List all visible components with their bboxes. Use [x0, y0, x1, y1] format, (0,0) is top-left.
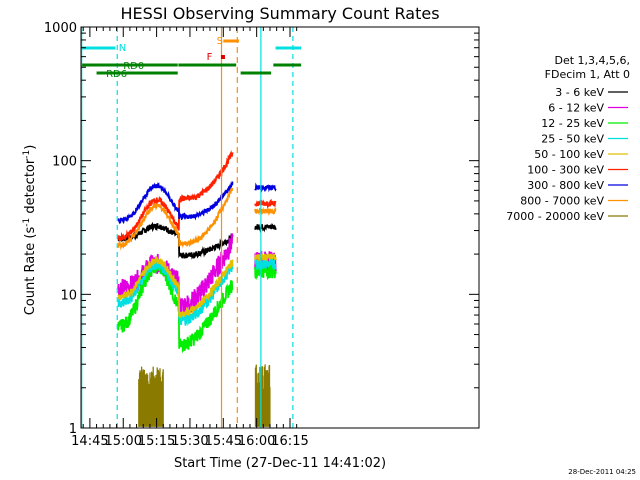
legend-label-0: 3 - 6 keV	[555, 86, 604, 99]
legend-label-4: 50 - 100 keV	[534, 148, 604, 161]
series-line-6-seg-1	[254, 182, 277, 194]
flag-label-f: F	[207, 52, 213, 63]
legend-label-6: 300 - 800 keV	[527, 179, 604, 192]
x-tick-label: 16:00	[238, 434, 275, 449]
axes: 1 10 100 1000 14:4515:0015:1515:3015:4516:00…	[44, 21, 480, 449]
legend-label-2: 12 - 25 keV	[541, 117, 604, 130]
y-tick-label: 1000	[44, 21, 77, 36]
flag-label-s: S	[217, 36, 223, 47]
series-line-5-seg-1	[254, 198, 277, 210]
legend-header-line-2: FDecim 1, Att 0	[545, 68, 630, 81]
y-tick-label: 10	[60, 288, 77, 303]
legend-label-1: 6 - 12 keV	[548, 102, 604, 115]
series-line-3-seg-0	[117, 258, 234, 327]
series-line-6-seg-0	[117, 180, 234, 225]
x-tick-label: 15:15	[138, 434, 175, 449]
series-bars-8-seg-1	[254, 364, 271, 427]
series-line-5-seg-0	[117, 149, 234, 242]
legend-header-line-1: Det 1,3,4,5,6,	[554, 54, 630, 67]
legend-label-5: 100 - 300 keV	[527, 164, 604, 177]
flag-label-rd0: RD0	[123, 61, 144, 72]
series-line-2-seg-0	[117, 258, 234, 354]
legend: Det 1,3,4,5,6, FDecim 1, Att 0 3 - 6 keV…	[506, 54, 630, 223]
series-line-0-seg-0	[117, 221, 234, 260]
x-tick-label: 15:00	[105, 434, 142, 449]
series-line-7-seg-1	[254, 206, 277, 217]
x-axis-label: Start Time (27-Dec-11 14:41:02)	[174, 456, 386, 471]
y-tick-label: 1	[69, 422, 77, 437]
y-axis-label: Count Rate (s-1 detector-1)	[22, 145, 38, 316]
flag-label-n: N	[119, 43, 126, 54]
y-axis-label-exp1: -1	[22, 218, 32, 227]
x-tick-label: 15:45	[205, 434, 242, 449]
legend-label-3: 25 - 50 keV	[541, 133, 604, 146]
series-line-0-seg-1	[254, 222, 277, 233]
x-tick-label: 15:30	[171, 434, 208, 449]
y-axis-label-part1: Count Rate (s	[23, 227, 38, 316]
legend-label-8: 7000 - 20000 keV	[506, 210, 604, 223]
footer-timestamp: 28-Dec-2011 04:25	[568, 468, 636, 476]
series-line-4-seg-0	[117, 256, 234, 319]
x-tick-label: 14:45	[71, 434, 108, 449]
series-line-4-seg-1	[254, 251, 277, 263]
plot-frame	[80, 26, 480, 429]
flag-marker-f	[220, 55, 225, 59]
series-line-7-seg-0	[117, 187, 234, 251]
y-axis-label-part2: detector	[23, 158, 38, 218]
y-tick-label: 100	[52, 155, 77, 170]
y-axis-label-exp2: -1	[22, 150, 32, 159]
x-tick-label: 16:15	[271, 434, 308, 449]
series-bars-8-seg-0	[138, 366, 164, 427]
legend-label-7: 800 - 7000 keV	[520, 195, 604, 208]
chart-title: HESSI Observing Summary Count Rates	[120, 4, 439, 23]
flag-label-rd6: RD6	[106, 69, 127, 80]
y-axis-label-part3: )	[23, 145, 38, 150]
